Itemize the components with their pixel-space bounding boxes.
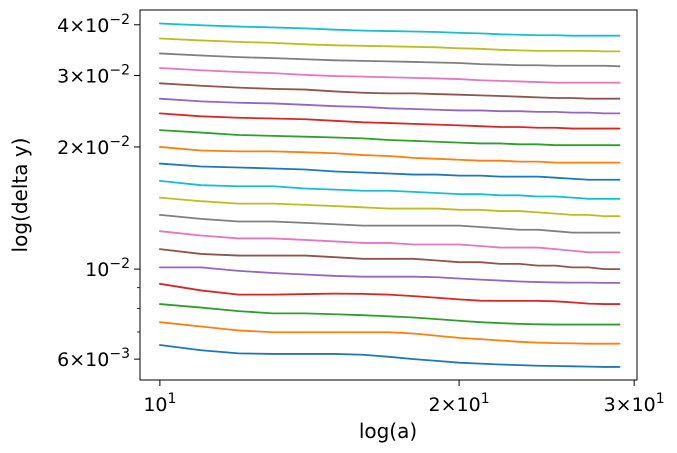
y-tick-label-4: 3×10−2 <box>57 62 130 87</box>
y-axis-ticks: 6×10−3 10−2 2×10−2 3×10−2 4×10−2 <box>57 12 140 371</box>
series-line-6 <box>158 248 621 270</box>
y-tick-label-2: 10−2 <box>85 256 130 281</box>
y-tick-label-3: 2×10−2 <box>57 134 130 159</box>
series-line-5 <box>158 266 621 284</box>
series-line-16 <box>158 82 621 100</box>
series-line-7 <box>158 230 621 254</box>
y-tick-label-1: 6×10−3 <box>57 346 130 371</box>
x-tick-label-3: 3×101 <box>604 391 665 416</box>
series-line-20 <box>158 22 621 37</box>
x-tick-label-1: 101 <box>143 391 176 416</box>
series-line-15 <box>158 97 621 115</box>
y-tick-label-5: 4×10−2 <box>57 12 130 37</box>
series-line-11 <box>158 162 621 181</box>
series-line-10 <box>158 179 621 200</box>
series-line-9 <box>158 196 621 218</box>
series-line-13 <box>158 129 621 147</box>
series-line-3 <box>158 303 621 326</box>
series-line-17 <box>158 67 621 84</box>
series-line-4 <box>158 282 621 305</box>
x-axis-ticks: 101 2×101 3×101 <box>143 380 665 416</box>
x-axis-label: log(a) <box>359 419 417 443</box>
series-line-14 <box>158 112 621 130</box>
series-line-18 <box>158 52 621 68</box>
y-axis-label: log(delta y) <box>8 138 32 253</box>
series-line-8 <box>158 214 621 234</box>
series-layer <box>158 22 621 368</box>
series-line-12 <box>158 146 621 164</box>
series-line-19 <box>158 37 621 53</box>
series-line-1 <box>158 344 621 368</box>
x-tick-label-2: 2×101 <box>429 391 490 416</box>
series-line-2 <box>158 321 621 345</box>
